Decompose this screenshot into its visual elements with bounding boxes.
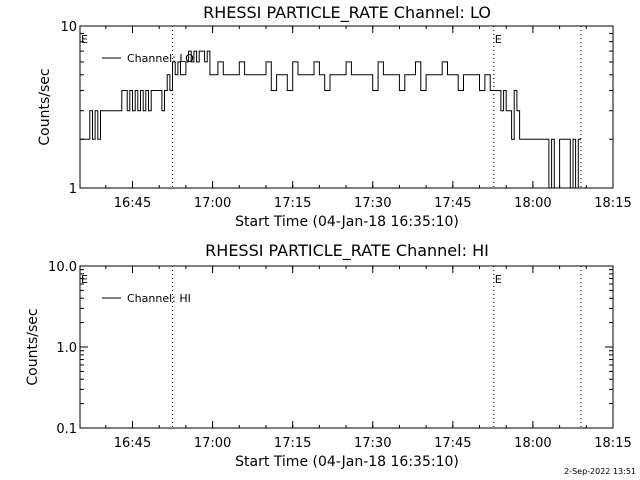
x-tick-label: 16:45 [114, 196, 151, 211]
x-tick-label: 17:15 [274, 436, 311, 451]
x-tick-label: 18:00 [514, 436, 551, 451]
y-tick-label: 1.0 [56, 341, 77, 356]
y-tick-label: 10.0 [48, 260, 77, 275]
x-tick-label: 18:15 [594, 436, 631, 451]
legend-label: Channel: HI [127, 292, 191, 305]
y-tick-label: 1 [69, 182, 77, 197]
event-marker: E [495, 273, 502, 286]
x-tick-label: 17:30 [354, 196, 391, 211]
y-tick-label: 10 [60, 20, 77, 35]
plot-frame [79, 265, 614, 429]
x-tick-label: 16:45 [114, 436, 151, 451]
x-axis-label: Start Time (04-Jan-18 16:35:10) [235, 454, 459, 470]
x-ticks: 16:45 17:00 17:15 17:30 17:45 18:00 18:15 [105, 266, 632, 451]
panel-lo: RHESSI PARTICLE_RATE Channel: LO 16:45 17… [37, 3, 632, 230]
y-ticks: 0.1 1.0 10.0 [48, 260, 613, 437]
x-tick-label: 18:15 [594, 196, 631, 211]
x-tick-label: 17:00 [194, 196, 231, 211]
chart-title: RHESSI PARTICLE_RATE Channel: HI [205, 241, 489, 261]
y-tick-label: 0.1 [56, 422, 77, 437]
x-axis-label: Start Time (04-Jan-18 16:35:10) [235, 214, 459, 230]
x-ticks: 16:45 17:00 17:15 17:30 17:45 18:00 18:15 [105, 26, 632, 211]
panel-hi: RHESSI PARTICLE_RATE Channel: HI 16:45 17… [25, 241, 632, 470]
x-tick-label: 17:45 [434, 196, 471, 211]
series-group [80, 50, 581, 189]
y-axis-label: Counts/sec [25, 308, 41, 385]
y-axis-label: Counts/sec [37, 68, 53, 145]
event-marker: E [495, 33, 502, 46]
legend: Channel: HI [102, 292, 191, 305]
event-marker: E [81, 33, 88, 46]
y-ticks: 1 10 [60, 20, 613, 197]
dotted-lines [172, 266, 582, 428]
legend: Channel: LO [102, 52, 194, 65]
dotted-lines [172, 26, 582, 188]
date-stamp: 2-Sep-2022 13:51 [564, 467, 636, 476]
x-tick-label: 17:15 [274, 196, 311, 211]
chart-title: RHESSI PARTICLE_RATE Channel: LO [203, 3, 491, 23]
x-tick-label: 17:45 [434, 436, 471, 451]
x-tick-label: 17:00 [194, 436, 231, 451]
plot-frame [79, 25, 614, 189]
series-line [80, 50, 581, 189]
x-tick-label: 17:30 [354, 436, 391, 451]
x-tick-label: 18:00 [514, 196, 551, 211]
legend-label: Channel: LO [127, 52, 194, 65]
event-marker: E [81, 273, 88, 286]
